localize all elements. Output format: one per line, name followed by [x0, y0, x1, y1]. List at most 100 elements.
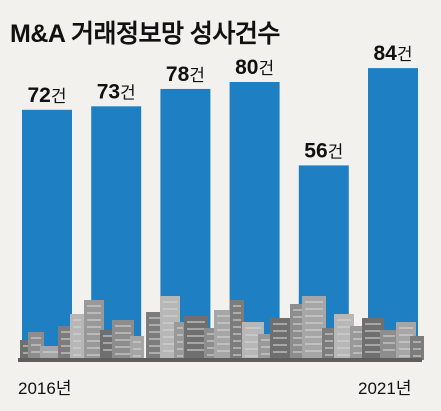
skyline-window-row — [337, 354, 351, 356]
bar — [368, 68, 418, 360]
skyline-window-row — [217, 315, 231, 317]
skyline-window-row — [149, 331, 161, 333]
skyline-window-row — [217, 350, 231, 352]
bar-value-label: 84건 — [374, 42, 413, 65]
skyline-window-row — [365, 323, 381, 325]
skyline-window-row — [87, 354, 101, 356]
skyline-window-row — [163, 350, 177, 352]
skyline-window-row — [73, 347, 81, 349]
skyline-window-row — [115, 332, 131, 334]
skyline-window-row — [293, 351, 305, 353]
skyline-window-row — [233, 319, 241, 321]
skyline-window-row — [149, 345, 161, 347]
skyline-window-row — [163, 315, 177, 317]
skyline-window-row — [399, 341, 413, 343]
skyline-window-row — [273, 344, 287, 346]
skyline-building — [230, 300, 244, 360]
skyline-window-row — [73, 326, 81, 328]
skyline-window-row — [233, 305, 241, 307]
skyline-window-row — [149, 324, 161, 326]
skyline-window-row — [31, 351, 41, 353]
skyline-window-row — [233, 347, 241, 349]
skyline-window-row — [337, 340, 351, 342]
skyline-window-row — [177, 334, 183, 336]
skyline-window-row — [149, 338, 161, 340]
skyline-window-row — [163, 343, 177, 345]
skyline-window-row — [133, 355, 141, 357]
skyline-window-row — [233, 326, 241, 328]
skyline-window-row — [87, 347, 101, 349]
skyline-window-row — [217, 336, 231, 338]
skyline-window-row — [187, 342, 205, 344]
skyline-window-row — [261, 353, 271, 355]
skyline-window-row — [177, 327, 183, 329]
skyline-window-row — [399, 334, 413, 336]
skyline-window-row — [413, 355, 421, 357]
skyline-window-row — [365, 351, 381, 353]
skyline-window-row — [217, 329, 231, 331]
skyline-window-row — [115, 339, 131, 341]
skyline-window-row — [61, 338, 73, 340]
skyline-window-row — [245, 327, 261, 329]
city-skyline-illustration — [18, 296, 424, 362]
skyline-window-row — [73, 333, 81, 335]
skyline-window-row — [163, 301, 177, 303]
skyline-window-row — [187, 335, 205, 337]
skyline-window-row — [305, 350, 323, 352]
skyline-window-row — [325, 340, 333, 342]
skyline-window-row — [325, 347, 333, 349]
skyline-window-row — [337, 326, 351, 328]
skyline-window-row — [305, 336, 323, 338]
skyline-window-row — [73, 340, 81, 342]
skyline-window-row — [177, 348, 183, 350]
skyline-window-row — [293, 309, 305, 311]
skyline-window-row — [399, 355, 413, 357]
skyline-window-row — [207, 333, 217, 335]
skyline-window-row — [149, 352, 161, 354]
skyline-window-row — [187, 321, 205, 323]
skyline-window-row — [207, 354, 217, 356]
bar-value-label: 56건 — [304, 139, 343, 162]
skyline-window-row — [103, 335, 113, 337]
skyline-window-row — [31, 337, 41, 339]
skyline-window-row — [245, 348, 261, 350]
skyline-window-row — [115, 353, 131, 355]
skyline-window-row — [273, 351, 287, 353]
skyline-window-row — [177, 341, 183, 343]
skyline-window-row — [293, 330, 305, 332]
skyline-window-row — [293, 316, 305, 318]
skyline-window-row — [245, 334, 261, 336]
bar-value-label: 73건 — [97, 80, 136, 103]
skyline-building — [322, 328, 336, 360]
skyline-building — [380, 330, 398, 360]
skyline-window-row — [365, 344, 381, 346]
x-tick-label-first: 2016년 — [18, 379, 72, 398]
skyline-window-row — [163, 336, 177, 338]
bar-value-label: 78건 — [166, 63, 205, 86]
skyline-window-row — [31, 344, 41, 346]
skyline-window-row — [305, 343, 323, 345]
skyline-window-row — [163, 322, 177, 324]
skyline-window-row — [293, 323, 305, 325]
value-labels-layer: 72건 73건 78건 80건 56건 84건 — [28, 42, 413, 162]
skyline-window-row — [383, 349, 395, 351]
skyline-window-row — [217, 343, 231, 345]
skyline-window-row — [305, 301, 323, 303]
skyline-window-row — [273, 330, 287, 332]
skyline-window-row — [293, 344, 305, 346]
skyline-window-row — [305, 329, 323, 331]
skyline-window-row — [365, 330, 381, 332]
skyline-window-row — [305, 315, 323, 317]
skyline-window-row — [233, 354, 241, 356]
skyline-window-row — [273, 323, 287, 325]
skyline-window-row — [217, 322, 231, 324]
skyline-window-row — [273, 337, 287, 339]
skyline-window-row — [353, 338, 363, 340]
skyline-window-row — [87, 326, 101, 328]
skyline-window-row — [207, 347, 217, 349]
x-tick-label-last: 2021년 — [358, 379, 412, 398]
skyline-window-row — [233, 312, 241, 314]
skyline-window-row — [61, 345, 73, 347]
skyline-window-row — [115, 346, 131, 348]
skyline-window-row — [293, 337, 305, 339]
